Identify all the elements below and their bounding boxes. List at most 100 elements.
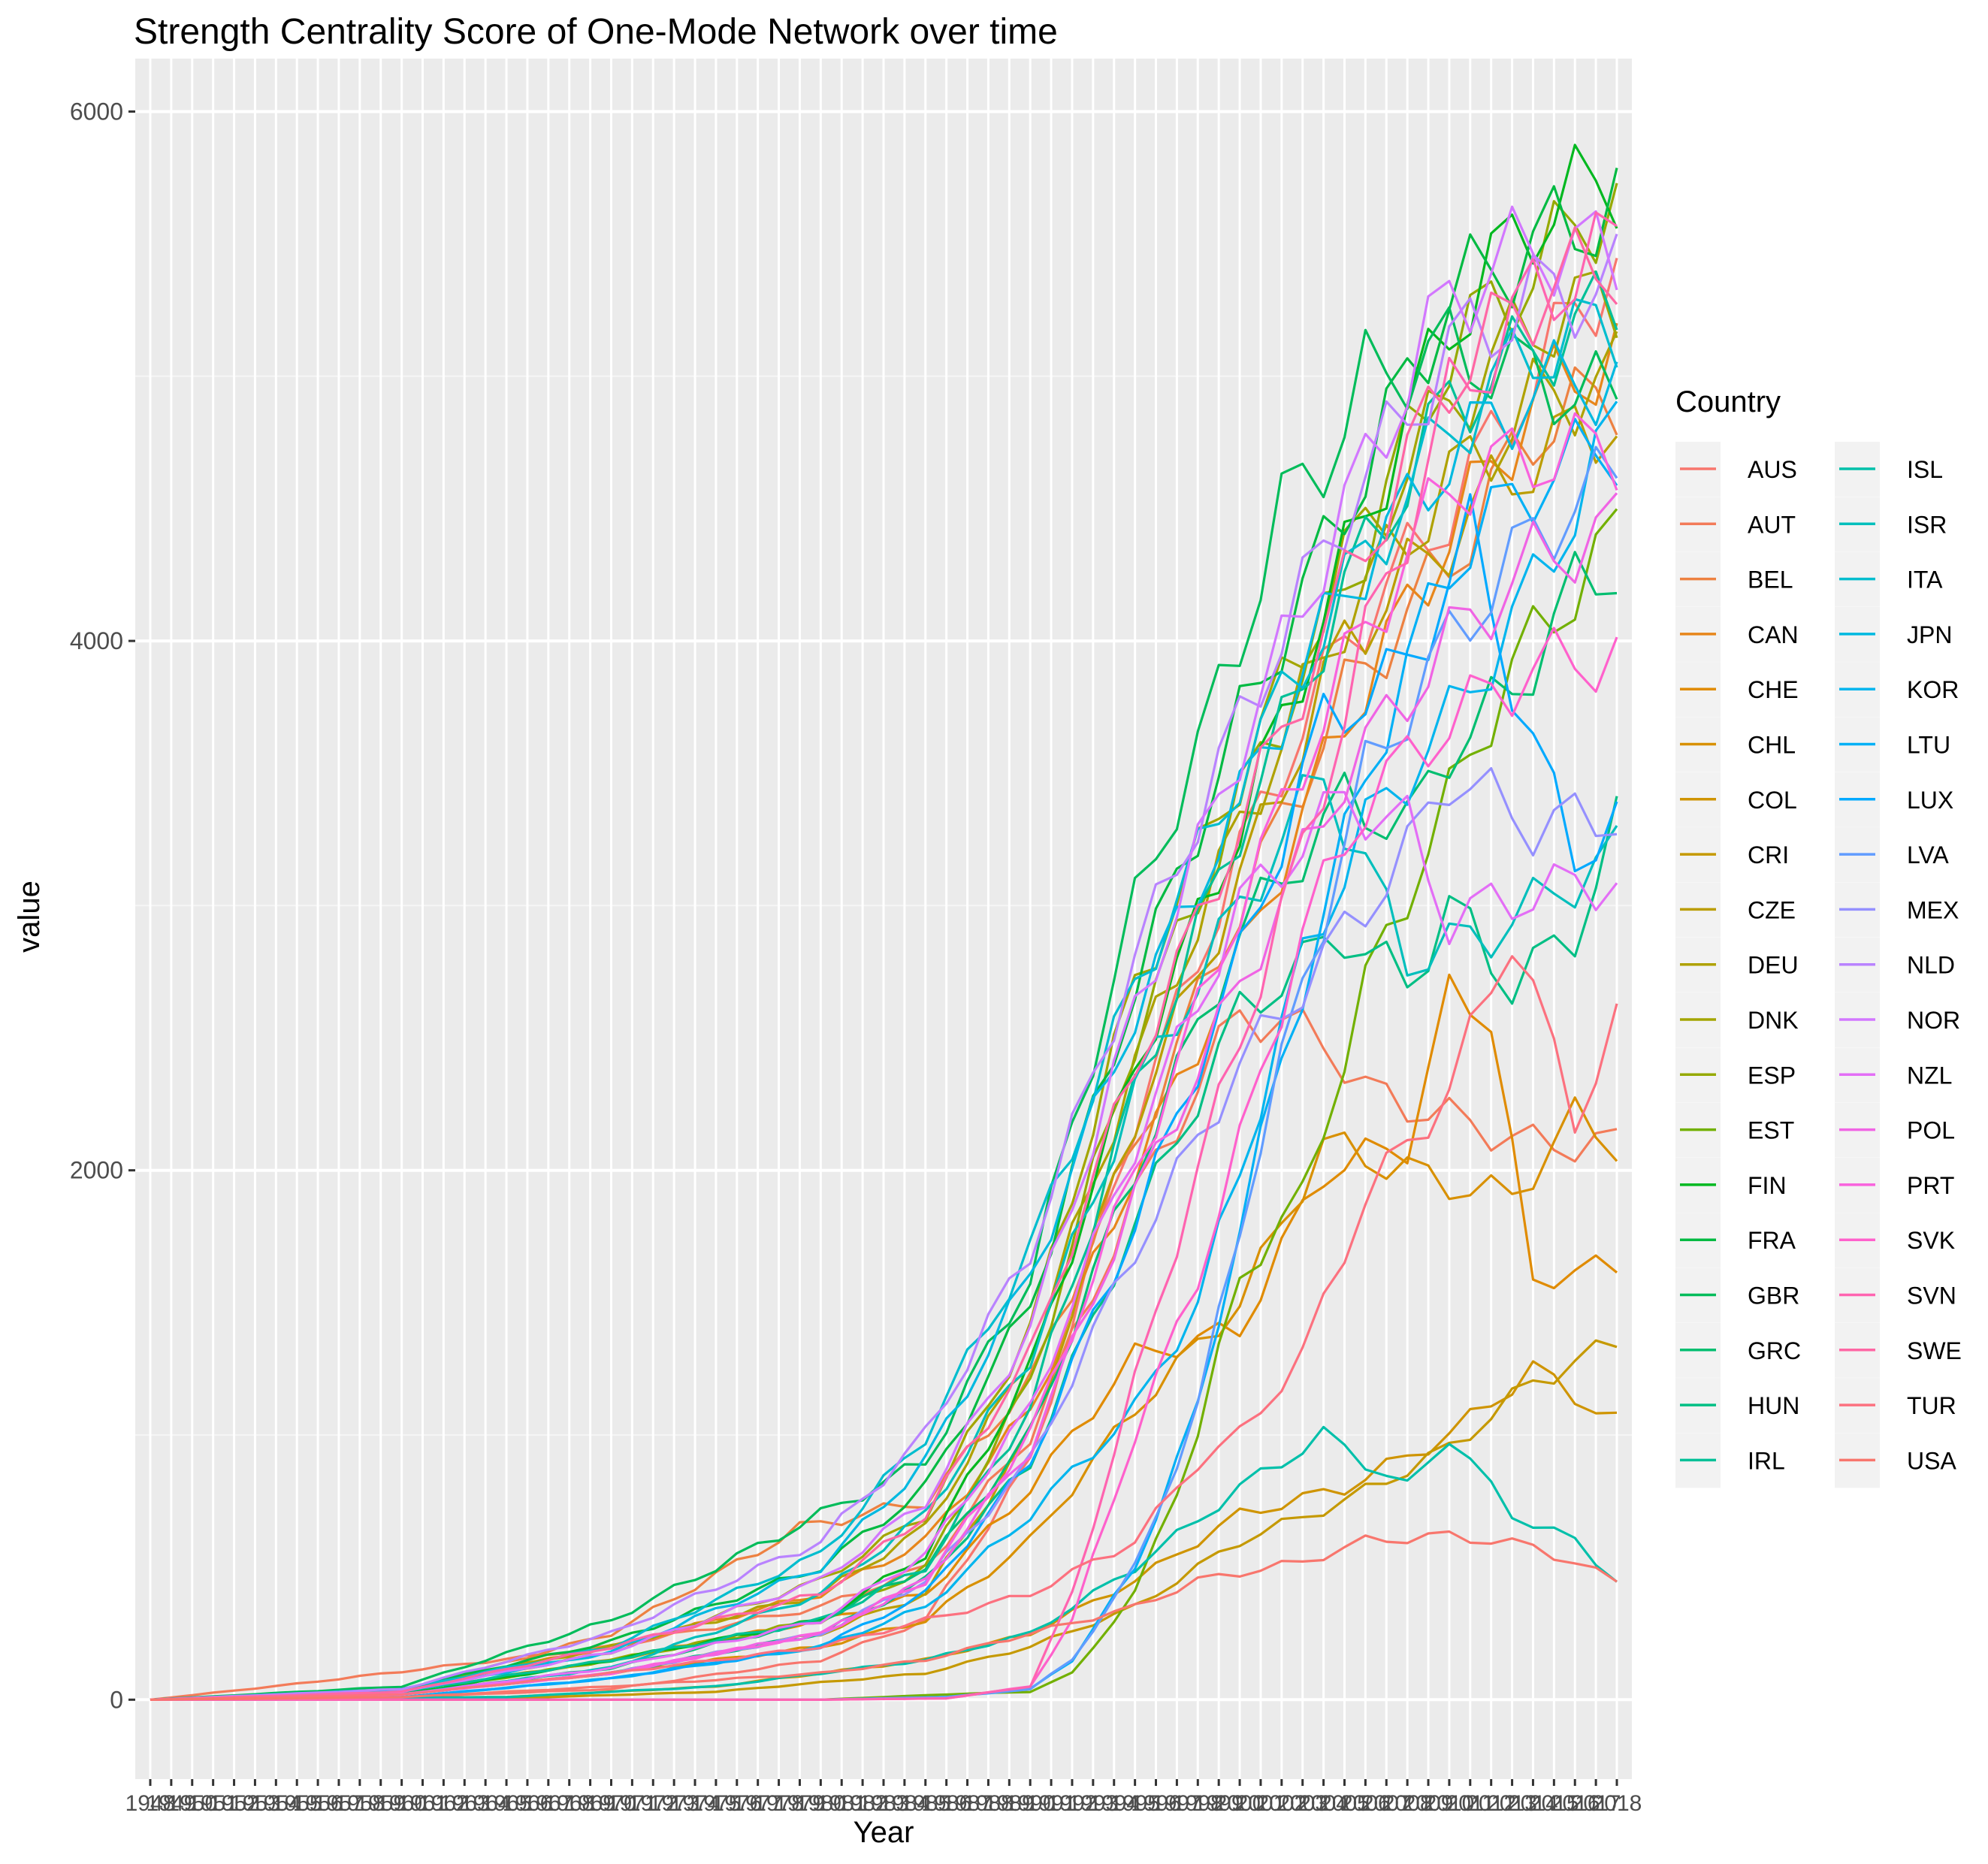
legend-label-ita: ITA: [1907, 566, 1943, 594]
x-tick-label: 1997: [1152, 1791, 1202, 1816]
x-tick-label: 1988: [963, 1791, 1014, 1816]
legend-label-mex: MEX: [1907, 896, 1959, 923]
x-tick-label: 2016: [1550, 1791, 1600, 1816]
x-tick-label: 1994: [1089, 1791, 1139, 1816]
y-tick-label: 2000: [70, 1157, 123, 1184]
y-axis-title: value: [13, 881, 46, 953]
x-tick-label: 2002: [1256, 1791, 1307, 1816]
series-line-usa: [150, 1530, 1618, 1701]
legend-label-can: CAN: [1748, 621, 1799, 648]
x-tick-label: 1961: [397, 1791, 448, 1816]
x-tick-label: 2009: [1403, 1791, 1454, 1816]
series-line-tur: [150, 955, 1618, 1701]
x-tick-label: 1995: [1110, 1791, 1160, 1816]
legend-label-bel: BEL: [1748, 566, 1793, 594]
legend-label-usa: USA: [1907, 1447, 1956, 1474]
legend-label-hun: HUN: [1748, 1392, 1799, 1419]
x-tick-label: 1952: [209, 1791, 259, 1816]
x-tick-label: 1978: [754, 1791, 804, 1816]
x-tick-label: 1991: [1026, 1791, 1077, 1816]
legend-label-chl: CHL: [1748, 732, 1796, 759]
legend-label-grc: GRC: [1748, 1337, 1801, 1364]
x-tick-label: 2014: [1508, 1791, 1558, 1816]
series-line-swe: [150, 226, 1618, 1701]
x-tick-label: 2015: [1529, 1791, 1579, 1816]
y-tick-label: 4000: [70, 627, 123, 654]
chart-title: Strength Centrality Score of One-Mode Ne…: [134, 12, 1058, 52]
legend-label-fra: FRA: [1748, 1227, 1796, 1254]
x-tick-label: 1982: [838, 1791, 888, 1816]
y-tick-label: 6000: [70, 98, 123, 125]
x-tick-label: 2004: [1298, 1791, 1349, 1816]
x-tick-label: 1951: [188, 1791, 238, 1816]
x-tick-label: 1999: [1194, 1791, 1244, 1816]
x-tick-label: 1971: [607, 1791, 657, 1816]
x-tick-label: 2011: [1446, 1791, 1495, 1816]
x-tick-label: 1985: [900, 1791, 950, 1816]
x-tick-label: 2012: [1466, 1791, 1516, 1816]
x-tick-label: 1992: [1047, 1791, 1098, 1816]
series-line-nld: [150, 233, 1618, 1701]
x-tick-label: 2005: [1319, 1791, 1370, 1816]
x-tick-label: 2010: [1425, 1791, 1475, 1816]
y-tick-label: 0: [110, 1686, 123, 1713]
legend-label-jpn: JPN: [1907, 621, 1952, 648]
legend-label-dnk: DNK: [1748, 1007, 1799, 1034]
series-line-gbr: [150, 306, 1618, 1701]
legend-label-nor: NOR: [1907, 1007, 1960, 1034]
x-axis: 1948194919501951195219531954195519561957…: [125, 1779, 1642, 1816]
x-tick-label: 1949: [147, 1791, 197, 1816]
x-tick-label: 1974: [670, 1791, 721, 1816]
legend-label-lux: LUX: [1907, 787, 1953, 814]
x-tick-label: 1987: [942, 1791, 992, 1816]
x-tick-label: 1976: [712, 1791, 762, 1816]
x-tick-label: 2003: [1277, 1791, 1328, 1816]
x-tick-label: 1950: [167, 1791, 217, 1816]
legend-label-gbr: GBR: [1748, 1282, 1799, 1310]
x-tick-label: 2000: [1215, 1791, 1265, 1816]
x-tick-label: 2013: [1487, 1791, 1537, 1816]
legend-label-lva: LVA: [1907, 841, 1949, 869]
legend-label-esp: ESP: [1748, 1062, 1796, 1089]
x-tick-label: 1990: [1005, 1791, 1056, 1816]
x-tick-label: 1954: [251, 1791, 301, 1816]
x-tick-label: 1970: [586, 1791, 636, 1816]
x-tick-label: 1981: [817, 1791, 867, 1816]
legend-label-nzl: NZL: [1907, 1062, 1952, 1089]
x-tick-label: 1962: [418, 1791, 469, 1816]
x-tick-label: 2017: [1571, 1791, 1621, 1816]
x-tick-label: 1957: [314, 1791, 364, 1816]
x-tick-label: 1980: [796, 1791, 846, 1816]
legend-label-swe: SWE: [1907, 1337, 1962, 1364]
legend-label-fin: FIN: [1748, 1172, 1787, 1199]
legend-label-pol: POL: [1907, 1117, 1955, 1144]
x-tick-label: 1993: [1068, 1791, 1118, 1816]
x-tick-label: 1975: [691, 1791, 742, 1816]
x-tick-label: 1973: [649, 1791, 699, 1816]
series-line-svn: [150, 211, 1618, 1701]
x-tick-label: 1979: [775, 1791, 825, 1816]
x-tick-label: 1968: [544, 1791, 594, 1816]
legend-label-aut: AUT: [1748, 511, 1796, 538]
legend-label-isl: ISL: [1907, 456, 1943, 483]
legend-label-nld: NLD: [1907, 952, 1955, 979]
x-axis-title: Year: [854, 1816, 914, 1849]
series-lines: [150, 144, 1618, 1701]
legend-label-aus: AUS: [1748, 456, 1797, 483]
legend-label-deu: DEU: [1748, 952, 1799, 979]
x-tick-label: 1964: [461, 1791, 511, 1816]
legend-label-kor: KOR: [1907, 676, 1959, 703]
x-tick-label: 2008: [1382, 1791, 1433, 1816]
x-tick-label: 2007: [1361, 1791, 1412, 1816]
legend-label-svn: SVN: [1907, 1282, 1956, 1310]
x-tick-label: 1969: [565, 1791, 615, 1816]
x-tick-label: 1965: [482, 1791, 532, 1816]
x-tick-label: 2006: [1340, 1791, 1391, 1816]
x-tick-label: 1956: [293, 1791, 343, 1816]
x-tick-label: 1958: [334, 1791, 385, 1816]
x-tick-label: 1967: [523, 1791, 573, 1816]
x-tick-label: 1996: [1131, 1791, 1181, 1816]
legend-label-cri: CRI: [1748, 841, 1789, 869]
legend-label-svk: SVK: [1907, 1227, 1955, 1254]
